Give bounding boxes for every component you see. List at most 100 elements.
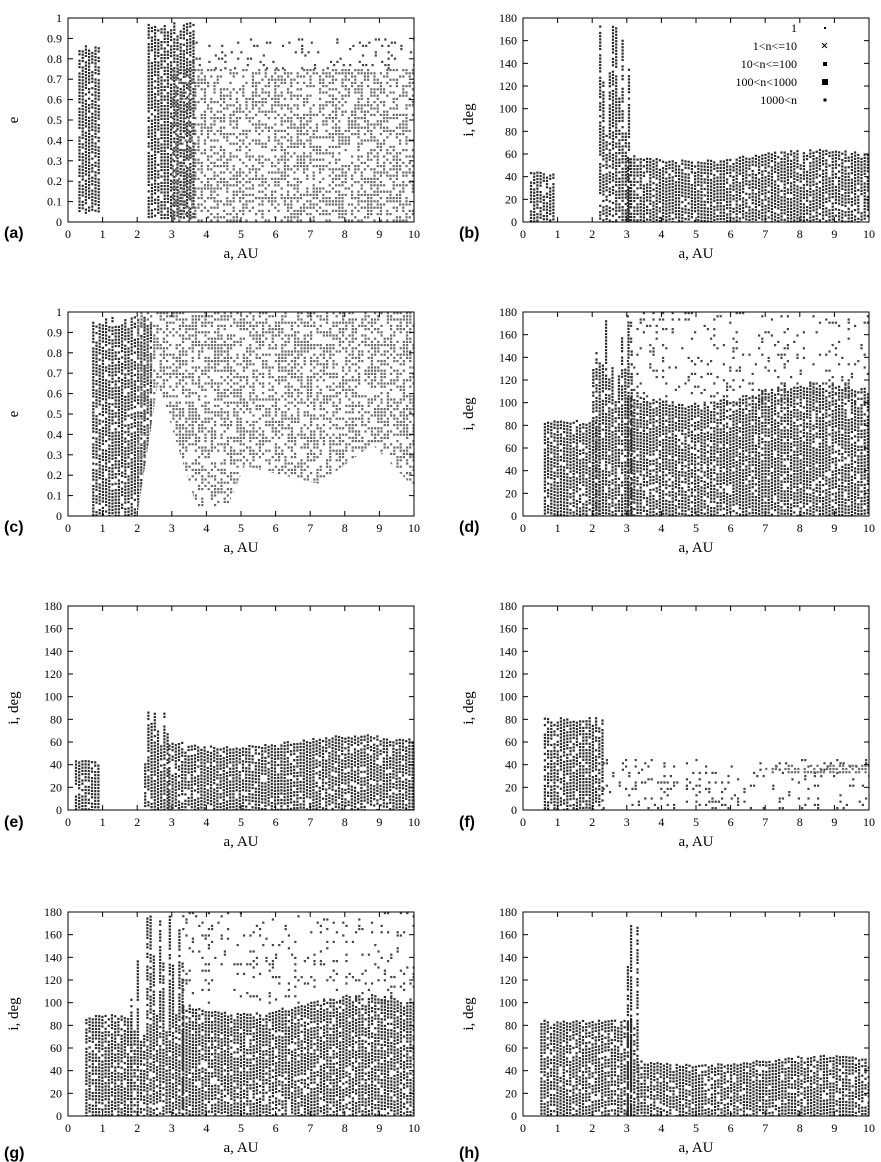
data-point xyxy=(822,192,825,195)
data-point xyxy=(299,75,302,78)
data-point xyxy=(608,136,611,139)
data-point xyxy=(786,156,789,159)
data-point xyxy=(189,214,192,217)
data-point xyxy=(806,158,809,161)
data-point xyxy=(383,120,386,123)
data-point xyxy=(838,202,841,205)
data-point xyxy=(809,171,812,174)
data-point xyxy=(806,177,809,180)
data-point xyxy=(173,67,176,70)
data-point xyxy=(309,193,312,196)
data-point xyxy=(78,98,81,101)
data-point xyxy=(802,164,805,168)
data-point xyxy=(154,96,157,99)
data-point xyxy=(615,129,618,132)
data-point xyxy=(84,189,87,192)
data-point xyxy=(160,149,163,152)
data-point xyxy=(770,175,773,179)
data-point xyxy=(626,220,629,222)
data-point xyxy=(166,191,169,194)
data-point xyxy=(599,89,602,92)
data-point xyxy=(182,117,185,120)
data-point xyxy=(170,179,173,182)
data-point xyxy=(328,88,331,91)
data-point xyxy=(347,187,350,190)
data-point xyxy=(796,214,799,217)
data-point xyxy=(88,136,91,139)
data-point xyxy=(399,158,402,161)
data-point xyxy=(154,38,157,41)
data-point xyxy=(160,137,163,140)
data-point xyxy=(325,75,328,78)
data-point xyxy=(256,44,259,47)
data-point xyxy=(224,60,227,63)
data-point xyxy=(319,190,322,193)
data-point xyxy=(633,161,636,164)
data-point xyxy=(309,126,312,129)
data-point xyxy=(349,64,352,67)
data-point xyxy=(389,152,392,155)
data-point xyxy=(729,197,732,200)
data-point xyxy=(857,163,860,166)
data-point xyxy=(630,196,633,199)
data-point xyxy=(386,120,389,123)
data-point xyxy=(713,206,716,209)
data-point xyxy=(626,179,629,182)
data-point xyxy=(197,69,200,72)
data-point xyxy=(658,168,661,171)
data-point xyxy=(611,134,615,137)
data-point xyxy=(179,126,182,129)
data-point xyxy=(223,184,226,187)
data-point xyxy=(618,171,621,174)
data-point xyxy=(662,170,665,173)
data-point xyxy=(200,209,203,212)
data-point xyxy=(179,116,182,119)
data-point xyxy=(809,206,812,210)
data-point xyxy=(357,181,360,184)
data-point xyxy=(245,145,248,148)
data-point xyxy=(347,78,350,81)
y-tick-label: 0 xyxy=(511,215,517,229)
data-point xyxy=(341,110,344,113)
data-point xyxy=(618,107,621,110)
data-point xyxy=(627,129,631,132)
y-tick-label: 0.8 xyxy=(47,52,62,66)
data-point xyxy=(636,196,639,200)
data-point xyxy=(786,159,789,162)
data-point xyxy=(370,193,373,196)
data-point xyxy=(399,197,402,200)
data-point xyxy=(94,116,97,119)
data-point xyxy=(706,169,709,172)
data-point xyxy=(173,153,176,156)
data-point xyxy=(777,194,780,197)
data-point xyxy=(552,186,555,189)
data-point xyxy=(154,109,157,112)
data-point xyxy=(78,53,81,56)
data-point xyxy=(331,117,334,120)
data-point xyxy=(602,148,605,151)
data-point xyxy=(392,113,395,116)
data-point xyxy=(160,66,163,69)
data-point xyxy=(170,211,173,214)
data-point xyxy=(395,69,398,72)
data-point xyxy=(170,93,173,96)
data-point xyxy=(229,91,232,94)
data-point xyxy=(621,87,624,90)
data-point xyxy=(261,88,264,91)
data-point xyxy=(383,139,386,142)
data-point xyxy=(194,81,197,84)
data-point xyxy=(690,203,693,206)
data-point xyxy=(615,152,618,155)
data-point xyxy=(166,76,169,79)
data-point xyxy=(274,78,277,81)
data-point xyxy=(732,198,735,201)
data-point xyxy=(189,54,192,57)
data-point xyxy=(331,88,334,91)
data-point xyxy=(399,184,402,187)
data-point xyxy=(539,216,542,219)
data-point xyxy=(229,123,232,126)
data-point xyxy=(376,206,379,209)
data-point xyxy=(186,157,189,160)
data-point xyxy=(344,110,347,113)
data-point xyxy=(621,158,624,161)
